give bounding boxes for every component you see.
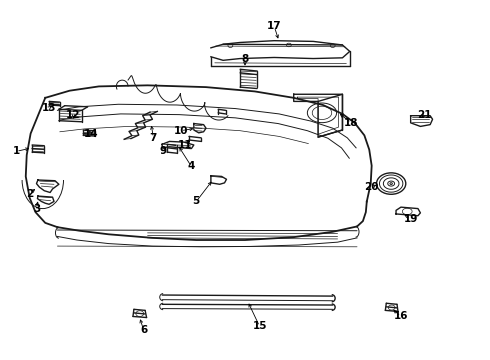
Text: 7: 7 [150, 133, 157, 143]
Text: 13: 13 [42, 103, 56, 113]
Text: 20: 20 [365, 182, 379, 192]
Text: 6: 6 [140, 325, 147, 335]
Text: 3: 3 [33, 203, 40, 213]
Text: 8: 8 [242, 54, 248, 64]
Text: 19: 19 [403, 213, 418, 224]
Text: 10: 10 [173, 126, 188, 136]
Text: 2: 2 [26, 189, 33, 199]
Text: 12: 12 [66, 110, 81, 120]
Text: 4: 4 [188, 161, 195, 171]
Text: 21: 21 [417, 110, 432, 120]
Text: 1: 1 [12, 147, 20, 157]
Text: 5: 5 [193, 197, 200, 206]
Text: 18: 18 [344, 118, 359, 128]
Text: 17: 17 [267, 21, 282, 31]
Text: 15: 15 [252, 321, 267, 332]
Text: 16: 16 [393, 311, 408, 321]
Text: 11: 11 [178, 140, 193, 150]
Text: 9: 9 [160, 146, 167, 156]
Text: 14: 14 [84, 129, 99, 139]
